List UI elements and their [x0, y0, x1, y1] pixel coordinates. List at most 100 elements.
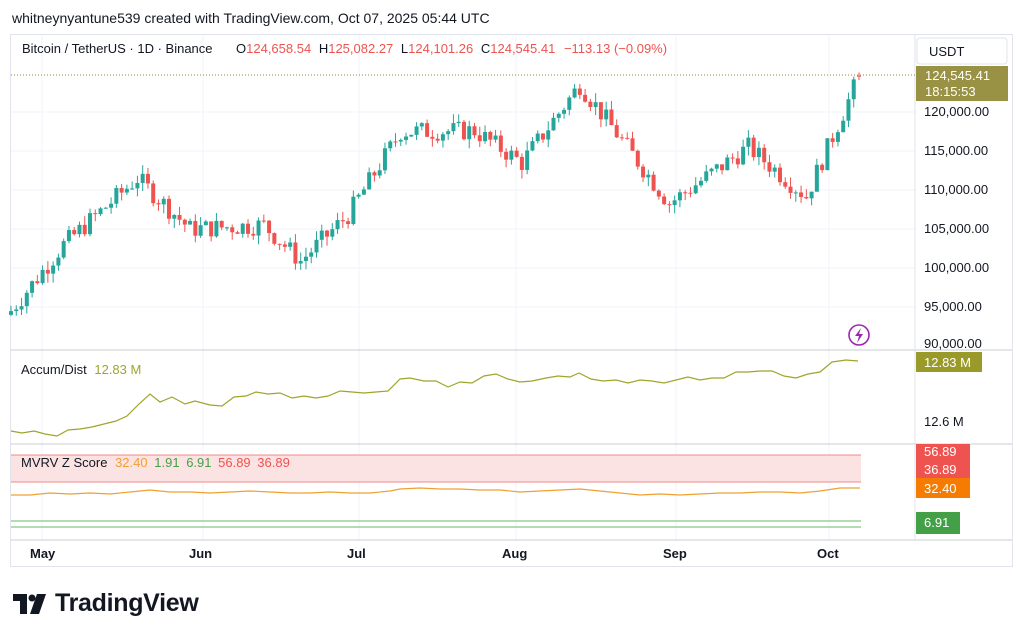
candle-body — [698, 180, 703, 186]
candle-body — [66, 230, 71, 242]
candle-body — [230, 227, 235, 233]
candle-body — [598, 102, 603, 120]
price-tick-105000: 105,000.00 — [924, 221, 989, 236]
candle-body — [261, 220, 266, 222]
candle-body — [72, 230, 77, 235]
chart-frame — [10, 34, 1013, 567]
candle-body — [483, 131, 488, 142]
candle-body — [361, 189, 366, 195]
candle-body — [835, 132, 840, 142]
candle-body — [367, 172, 372, 190]
candle-body — [203, 221, 208, 226]
candle-body — [303, 256, 308, 262]
candle-body — [435, 138, 440, 141]
tradingview-logo-icon — [13, 593, 46, 614]
candle-body — [103, 207, 108, 209]
candle-body — [119, 188, 124, 193]
change-value: −113.13 (−0.09%) — [564, 41, 667, 56]
candle-body — [630, 138, 635, 151]
mvrv-z-score-line — [11, 487, 860, 496]
candle-body — [477, 135, 482, 142]
tradingview-logo[interactable]: TradingView — [13, 589, 199, 618]
mvrv-badge-56-89-text: 56.89 — [924, 444, 957, 459]
candle-body — [325, 230, 330, 237]
time-label-may: May — [30, 546, 56, 561]
candle-body — [567, 97, 572, 110]
candle-body — [804, 197, 809, 199]
last-price-badge: 124,545.41 18:15:53 — [916, 66, 1008, 101]
candle-body — [514, 150, 519, 157]
candle-body — [741, 146, 746, 165]
candle-body — [267, 220, 272, 234]
candle-body — [372, 172, 377, 176]
candle-body — [467, 126, 472, 140]
mvrv-band — [11, 455, 861, 482]
candle-body — [88, 213, 93, 235]
candle-body — [272, 233, 277, 244]
accum-dist-badge: 12.83 M — [916, 352, 982, 372]
candle-body — [9, 311, 13, 315]
last-price-value: 124,545.41 — [925, 68, 990, 83]
candle-body — [288, 242, 293, 247]
candle-body — [641, 166, 646, 178]
candle-body — [788, 186, 793, 193]
candle-body — [609, 109, 614, 126]
candle-body — [767, 162, 772, 172]
symbol-title[interactable]: Bitcoin / TetherUS · 1D · Binance — [22, 41, 213, 56]
candle-body — [319, 230, 324, 240]
candle-body — [277, 243, 282, 245]
candle-body — [214, 220, 219, 237]
candle-body — [430, 136, 435, 139]
candle-body — [656, 190, 661, 197]
currency-button[interactable] — [916, 37, 1008, 65]
candle-body — [461, 121, 466, 140]
candle-body — [198, 225, 203, 236]
time-label-jul: Jul — [347, 546, 366, 561]
mvrv-legend[interactable]: MVRV Z Score 32.40 1.91 6.91 56.89 36.89 — [21, 455, 290, 470]
candle-body — [251, 233, 256, 236]
candle-body — [614, 125, 619, 138]
candle-body — [651, 174, 656, 191]
candle-body — [562, 109, 567, 114]
candle-body — [140, 173, 145, 183]
open-label: O — [236, 41, 246, 56]
chart-credit: whitneynyantune539 created with TradingV… — [12, 10, 490, 26]
candle-body — [746, 137, 751, 147]
candle-body — [77, 224, 82, 235]
candle-body — [314, 239, 319, 253]
price-tick-115000: 115,000.00 — [924, 143, 988, 158]
candle-body — [145, 173, 150, 184]
price-tick-100000: 100,000.00 — [924, 260, 989, 275]
candle-body — [114, 188, 119, 204]
candle-body — [177, 214, 182, 220]
price-tick-95000: 95,000.00 — [924, 299, 982, 314]
candle-body — [19, 306, 24, 310]
candle-body — [151, 183, 156, 204]
candle-body — [382, 148, 387, 171]
candle-body — [725, 157, 730, 171]
candle-body — [777, 167, 782, 183]
candle-body — [388, 141, 393, 149]
accum-dist-legend[interactable]: Accum/Dist 12.83 M — [21, 362, 141, 377]
candle-body — [414, 126, 419, 135]
bar-countdown: 18:15:53 — [925, 84, 976, 99]
candle-body — [167, 198, 172, 219]
candle-body — [309, 252, 314, 257]
candle-body — [109, 203, 114, 208]
candle-body — [841, 120, 846, 133]
candle-body — [51, 265, 56, 274]
candle-body — [509, 150, 514, 160]
candle-body — [182, 219, 187, 225]
tradingview-logo-text: TradingView — [55, 589, 199, 617]
candle-body — [619, 137, 624, 139]
candle-body — [224, 227, 229, 229]
open-value: 124,658.54 — [246, 41, 311, 56]
candle-body — [577, 88, 582, 95]
candle-body — [793, 192, 798, 194]
lightning-icon[interactable] — [848, 324, 870, 346]
accum-dist-axis-tick: 12.6 M — [924, 414, 964, 429]
candle-body — [519, 156, 524, 170]
candle-body — [851, 79, 856, 100]
candle-body — [556, 113, 561, 118]
